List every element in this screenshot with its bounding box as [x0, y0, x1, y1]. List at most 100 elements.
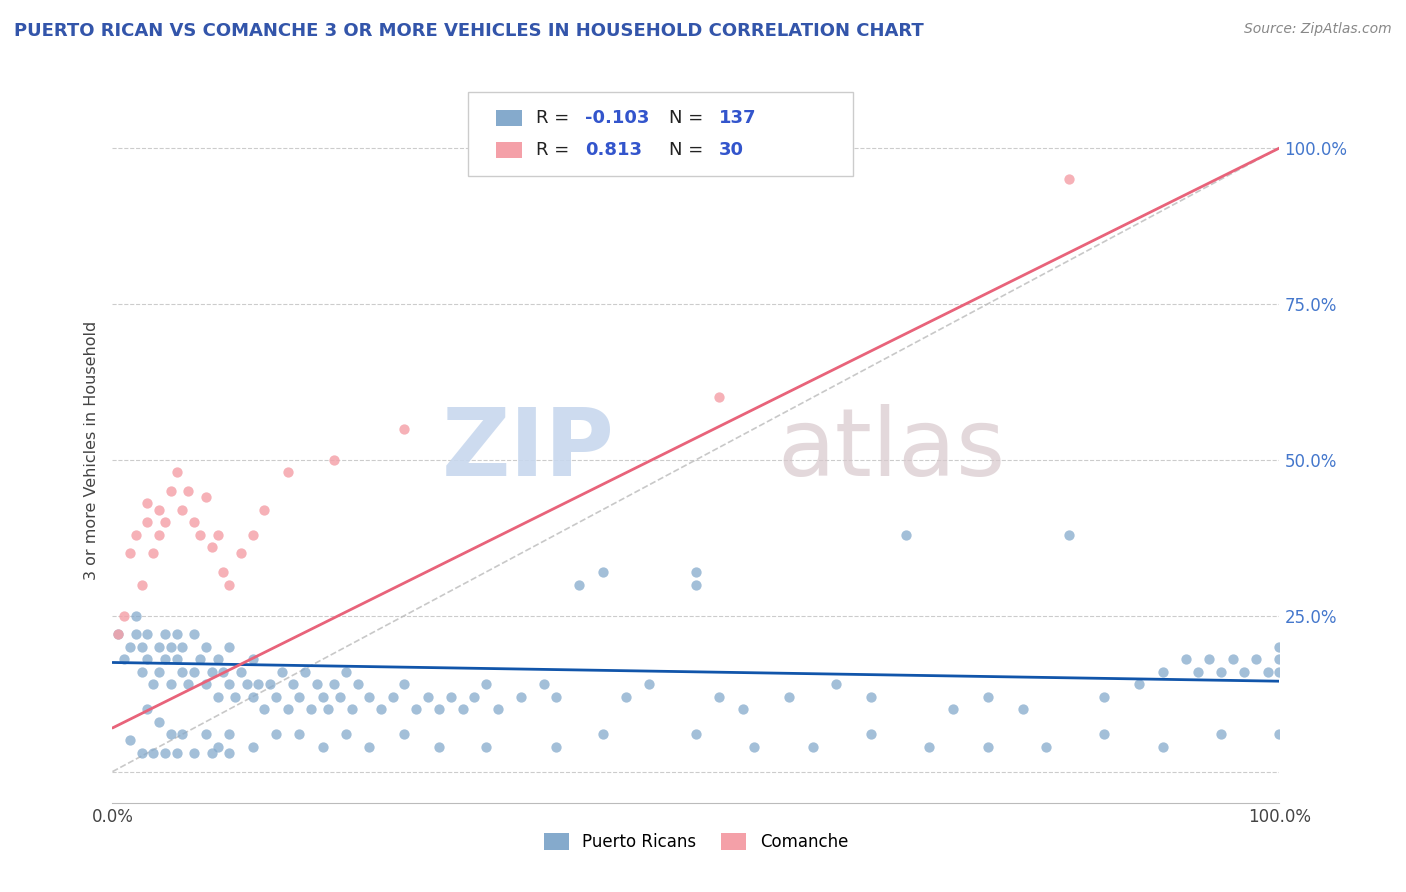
Point: [427, 739, 450, 754]
Point: [405, 702, 427, 716]
Point: [183, 746, 205, 760]
Point: [188, 527, 211, 541]
Point: [976, 739, 998, 754]
Point: [1152, 739, 1174, 754]
Point: [142, 746, 165, 760]
Point: [1233, 665, 1256, 679]
Point: [1175, 652, 1198, 666]
Point: [340, 702, 363, 716]
Point: [136, 496, 159, 510]
Point: [166, 465, 188, 479]
Point: [533, 677, 555, 691]
Point: [1198, 652, 1220, 666]
Point: [1094, 727, 1116, 741]
Point: [1209, 727, 1232, 741]
Point: [131, 577, 153, 591]
Point: [218, 677, 240, 691]
Legend: Puerto Ricans, Comanche: Puerto Ricans, Comanche: [537, 826, 855, 858]
Point: [136, 627, 159, 641]
Point: [131, 665, 153, 679]
Point: [1268, 640, 1291, 654]
Point: [125, 627, 148, 641]
Point: [112, 652, 135, 666]
Point: [294, 665, 316, 679]
Point: [177, 483, 200, 498]
Text: PUERTO RICAN VS COMANCHE 3 OR MORE VEHICLES IN HOUSEHOLD CORRELATION CHART: PUERTO RICAN VS COMANCHE 3 OR MORE VEHIC…: [14, 22, 924, 40]
Point: [731, 702, 754, 716]
Point: [188, 652, 211, 666]
Point: [311, 739, 333, 754]
Point: [153, 652, 176, 666]
Point: [136, 702, 159, 716]
Point: [183, 665, 205, 679]
Text: Source: ZipAtlas.com: Source: ZipAtlas.com: [1244, 22, 1392, 37]
Point: [207, 527, 229, 541]
Point: [685, 565, 707, 579]
Point: [229, 665, 252, 679]
Point: [136, 515, 159, 529]
Point: [242, 527, 264, 541]
Point: [801, 739, 824, 754]
Point: [207, 690, 229, 704]
FancyBboxPatch shape: [496, 110, 522, 126]
Point: [235, 677, 257, 691]
Point: [172, 640, 194, 654]
Point: [346, 677, 368, 691]
Point: [394, 727, 416, 741]
Text: N =: N =: [669, 141, 709, 159]
Point: [276, 702, 298, 716]
Point: [311, 690, 333, 704]
Point: [592, 565, 614, 579]
Point: [207, 652, 229, 666]
Point: [1035, 739, 1057, 754]
Point: [131, 640, 153, 654]
Point: [1059, 527, 1081, 541]
Point: [125, 527, 148, 541]
Point: [166, 652, 188, 666]
Point: [212, 565, 235, 579]
Point: [1268, 652, 1291, 666]
Point: [283, 677, 305, 691]
Point: [685, 577, 707, 591]
Point: [1152, 665, 1174, 679]
Point: [1059, 172, 1081, 186]
Point: [744, 739, 766, 754]
Point: [394, 422, 416, 436]
Point: [201, 665, 224, 679]
Point: [259, 677, 281, 691]
Point: [894, 527, 917, 541]
Point: [778, 690, 800, 704]
Point: [229, 546, 252, 560]
Point: [247, 677, 270, 691]
Point: [142, 546, 165, 560]
Point: [486, 702, 509, 716]
Point: [172, 665, 194, 679]
Point: [1268, 727, 1291, 741]
Point: [242, 652, 264, 666]
Point: [976, 690, 998, 704]
Point: [125, 608, 148, 623]
Text: -0.103: -0.103: [585, 109, 650, 127]
Point: [544, 690, 567, 704]
Text: N =: N =: [669, 109, 709, 127]
Point: [709, 690, 731, 704]
Point: [323, 452, 346, 467]
Point: [1257, 665, 1279, 679]
Point: [148, 714, 170, 729]
Point: [1209, 665, 1232, 679]
Point: [224, 690, 246, 704]
Point: [638, 677, 661, 691]
Text: 30: 30: [718, 141, 744, 159]
Point: [394, 677, 416, 691]
Y-axis label: 3 or more Vehicles in Household: 3 or more Vehicles in Household: [84, 321, 100, 580]
Point: [160, 640, 183, 654]
Point: [1222, 652, 1244, 666]
Point: [153, 746, 176, 760]
Text: R =: R =: [536, 109, 575, 127]
Point: [253, 702, 276, 716]
Text: atlas: atlas: [778, 404, 1005, 497]
Point: [201, 746, 224, 760]
Point: [299, 702, 322, 716]
Point: [148, 527, 170, 541]
Point: [153, 515, 176, 529]
